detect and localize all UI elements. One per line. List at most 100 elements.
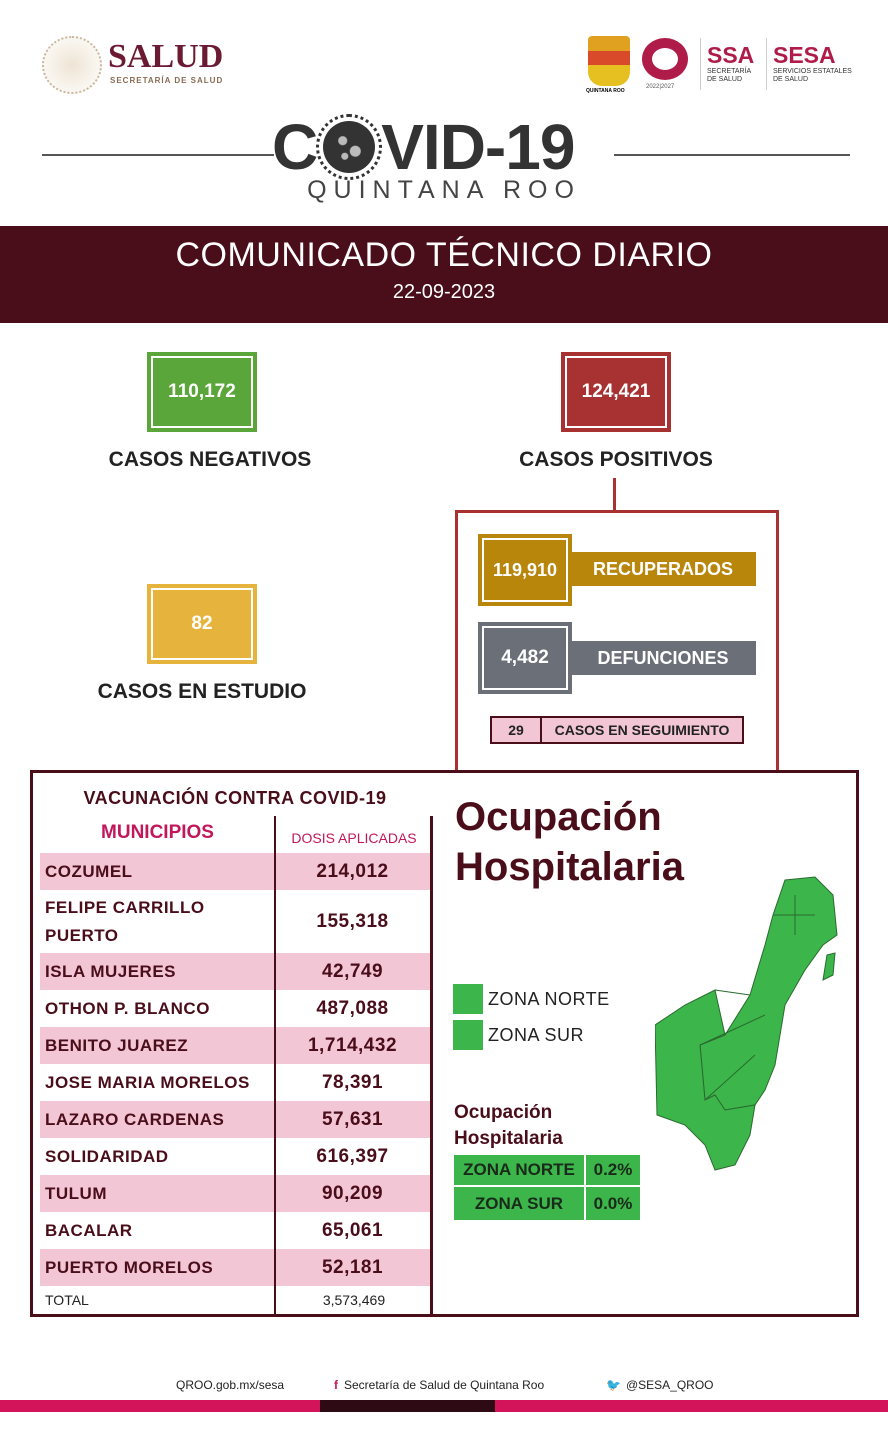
- vacunacion-row: TULUM 90,209: [40, 1175, 430, 1212]
- subtitle-line2: Hospitalaria: [454, 1128, 563, 1149]
- ocupacion-subtitle: Ocupación Hospitalaria: [454, 1100, 563, 1152]
- vacunacion-row: ISLA MUJERES 42,749: [40, 953, 430, 990]
- municipio-name: BENITO JUAREZ: [45, 1035, 189, 1055]
- estudio-value: 82: [147, 584, 257, 664]
- dosis-value: 214,012: [316, 860, 389, 882]
- bottom-panel: [30, 770, 859, 1317]
- vacunacion-row: SOLIDARIDAD 616,397: [40, 1138, 430, 1175]
- map-zona-norte: [699, 876, 838, 1111]
- ocupacion-table: ZONA NORTE 0.2% ZONA SUR 0.0%: [454, 1155, 640, 1220]
- covid-title-c: C: [272, 111, 318, 183]
- vacunacion-row: BACALAR 65,061: [40, 1212, 430, 1249]
- dosis-value: 57,631: [321, 1108, 384, 1130]
- connector-line: [613, 478, 616, 511]
- seguimiento-label: CASOS EN SEGUIMIENTO: [554, 722, 730, 738]
- legend-swatch: [453, 984, 483, 1014]
- covid-title-rest: VID-19: [381, 111, 575, 183]
- qroo-logo-text: QUINTANA ROO: [586, 88, 625, 94]
- virus-icon: [316, 114, 383, 180]
- q-logo-years: 2022|2027: [646, 84, 675, 90]
- banner-date: 22-09-2023: [392, 281, 496, 303]
- map-zona-sur: [655, 989, 756, 1171]
- vacunacion-row: FELIPE CARRILLO PUERTO 155,318: [40, 890, 430, 953]
- ssa-sub: SECRETARÍA DE SALUD: [707, 68, 751, 83]
- dosis-value: 42,749: [321, 960, 384, 982]
- footer-web[interactable]: QROO.gob.mx/sesa: [176, 1378, 285, 1392]
- vacunacion-row: PUERTO MORELOS 52,181: [40, 1249, 430, 1286]
- legend-item-sur: ZONA SUR: [453, 1020, 610, 1050]
- municipio-name: SOLIDARIDAD: [45, 1146, 169, 1166]
- sesa-sub: SERVICIOS ESTATALES DE SALUD: [773, 68, 852, 83]
- municipio-name: OTHON P. BLANCO: [45, 998, 210, 1018]
- banner-title: COMUNICADO TÉCNICO DIARIO: [175, 236, 713, 274]
- municipio-name: LAZARO CARDENAS: [45, 1109, 225, 1129]
- positivos-value: 124,421: [561, 352, 671, 432]
- dosis-value: 65,061: [321, 1219, 384, 1241]
- recuperados-label: RECUPERADOS: [560, 552, 756, 586]
- zona-pct: 0.0%: [593, 1193, 633, 1213]
- ocupacion-row-sur: ZONA SUR 0.0%: [454, 1187, 640, 1220]
- defunciones-label: DEFUNCIONES: [560, 641, 756, 675]
- covid-title: C VID-19: [272, 110, 575, 184]
- municipio-name: TULUM: [45, 1183, 107, 1203]
- footer-facebook[interactable]: f Secretaría de Salud de Quintana Roo: [334, 1378, 544, 1392]
- municipio-name: COZUMEL: [45, 861, 133, 881]
- municipio-name: JOSE MARIA MORELOS: [45, 1072, 250, 1092]
- map-legend: ZONA NORTE ZONA SUR: [453, 984, 610, 1050]
- ocupacion-row-norte: ZONA NORTE 0.2%: [454, 1155, 640, 1187]
- vacunacion-row: COZUMEL 214,012: [40, 853, 430, 890]
- municipio-name: PUERTO MORELOS: [45, 1257, 214, 1277]
- estudio-label: CASOS EN ESTUDIO: [97, 680, 307, 703]
- legend-item-norte: ZONA NORTE: [453, 984, 610, 1014]
- negativos-value: 110,172: [147, 352, 257, 432]
- negativos-label: CASOS NEGATIVOS: [108, 448, 312, 471]
- positivos-label: CASOS POSITIVOS: [519, 448, 713, 471]
- total-label: TOTAL: [45, 1292, 89, 1308]
- positivos-breakdown-frame: [455, 510, 779, 772]
- banner: COMUNICADO TÉCNICO DIARIO 22-09-2023: [0, 226, 888, 323]
- subtitle-line1: Ocupación: [454, 1102, 553, 1123]
- legend-label: ZONA NORTE: [488, 988, 610, 1009]
- municipio-name: ISLA MUJERES: [45, 961, 177, 981]
- col-dosis: DOSIS APLICADAS: [291, 830, 417, 846]
- legend-label: ZONA SUR: [488, 1024, 585, 1045]
- title-rule-left: [42, 154, 274, 156]
- seguimiento-value: 29: [492, 718, 542, 742]
- total-value: 3,573,469: [322, 1292, 386, 1308]
- legend-swatch: [453, 1020, 483, 1050]
- facebook-icon: f: [334, 1378, 338, 1392]
- divider: [700, 38, 701, 90]
- quintana-roo-map: [655, 876, 838, 1171]
- dosis-value: 52,181: [321, 1256, 384, 1278]
- divider: [766, 38, 767, 90]
- facebook-label: Secretaría de Salud de Quintana Roo: [344, 1378, 545, 1392]
- zona-name: ZONA NORTE: [454, 1155, 586, 1185]
- twitter-icon: 🐦: [606, 1378, 621, 1392]
- twitter-label: @SESA_QROO: [625, 1378, 714, 1392]
- dosis-value: 90,209: [321, 1182, 384, 1204]
- vacunacion-row: BENITO JUAREZ 1,714,432: [40, 1027, 430, 1064]
- ssa-logo: SSA: [707, 42, 755, 68]
- municipio-name: FELIPE CARRILLO PUERTO: [45, 897, 205, 945]
- defunciones-value: 4,482: [478, 622, 572, 694]
- q-logo: [642, 38, 688, 80]
- quintana-roo-shield-logo: [588, 36, 630, 86]
- map-cozumel: [822, 952, 836, 981]
- col-municipios: MUNICIPIOS: [101, 822, 214, 843]
- vacunacion-row: JOSE MARIA MORELOS 78,391: [40, 1064, 430, 1101]
- municipio-name: BACALAR: [45, 1220, 133, 1240]
- table-right-border: [430, 816, 433, 1316]
- vacunacion-row: OTHON P. BLANCO 487,088: [40, 990, 430, 1027]
- footer-stripe-dark: [320, 1400, 495, 1412]
- recuperados-value: 119,910: [478, 534, 572, 606]
- dosis-value: 487,088: [316, 997, 389, 1019]
- ocupacion-title: Ocupación Hospitalaria: [455, 792, 684, 892]
- title-rule-right: [614, 154, 850, 156]
- dosis-value: 155,318: [316, 910, 389, 932]
- vacunacion-title: VACUNACIÓN CONTRA COVID-19: [83, 788, 387, 808]
- seguimiento: 29 CASOS EN SEGUIMIENTO: [490, 716, 744, 744]
- dosis-value: 1,714,432: [307, 1034, 398, 1056]
- ocupacion-title-line1: Ocupación: [455, 795, 662, 839]
- footer-twitter[interactable]: 🐦 @SESA_QROO: [606, 1378, 714, 1392]
- dosis-value: 78,391: [321, 1071, 384, 1093]
